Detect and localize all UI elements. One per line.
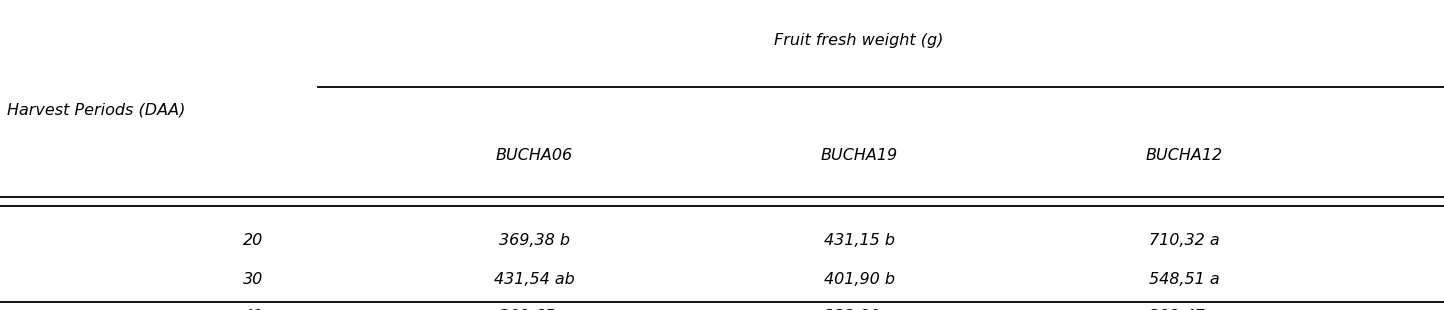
Text: 401,90 b: 401,90 b [823, 272, 895, 286]
Text: BUCHA06: BUCHA06 [495, 148, 573, 162]
Text: BUCHA19: BUCHA19 [820, 148, 898, 162]
Text: 20: 20 [243, 233, 263, 248]
Text: 40: 40 [243, 309, 263, 310]
Text: BUCHA12: BUCHA12 [1145, 148, 1223, 162]
Text: 309,65 a: 309,65 a [500, 309, 569, 310]
Text: 548,51 a: 548,51 a [1149, 272, 1219, 286]
Text: 710,32 a: 710,32 a [1149, 233, 1219, 248]
Text: 431,54 ab: 431,54 ab [494, 272, 575, 286]
Text: 369,38 b: 369,38 b [498, 233, 570, 248]
Text: 431,15 b: 431,15 b [823, 233, 895, 248]
Text: 392,47 a: 392,47 a [1149, 309, 1219, 310]
Text: Harvest Periods (DAA): Harvest Periods (DAA) [7, 103, 186, 117]
Text: 30: 30 [243, 272, 263, 286]
Text: 332,90 a: 332,90 a [825, 309, 894, 310]
Text: Fruit fresh weight (g): Fruit fresh weight (g) [774, 33, 944, 48]
